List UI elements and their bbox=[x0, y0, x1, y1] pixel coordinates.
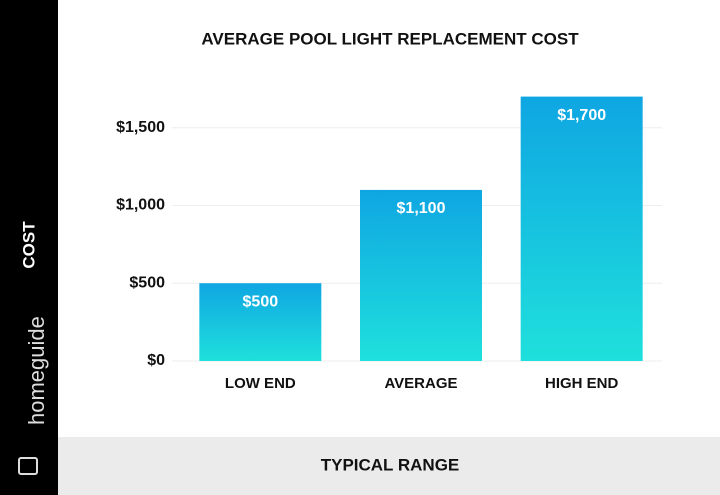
x-tick-label: HIGH END bbox=[545, 375, 619, 392]
y-tick-label: $0 bbox=[147, 352, 165, 369]
x-axis-label: TYPICAL RANGE bbox=[321, 455, 460, 474]
value-label: $1,100 bbox=[397, 200, 446, 217]
bar bbox=[199, 283, 322, 361]
chart-title: AVERAGE POOL LIGHT REPLACEMENT COST bbox=[201, 29, 579, 48]
y-tick-label: $1,000 bbox=[116, 197, 165, 214]
x-tick-label: AVERAGE bbox=[384, 375, 457, 392]
sidebar bbox=[0, 0, 58, 495]
bar bbox=[520, 96, 643, 361]
value-label: $1,700 bbox=[557, 107, 606, 124]
brand: homeguide bbox=[24, 316, 49, 425]
value-label: $500 bbox=[243, 293, 279, 310]
bar bbox=[360, 189, 482, 361]
brand-icon bbox=[18, 457, 38, 475]
x-tick-label: LOW END bbox=[225, 375, 296, 392]
footer-bar bbox=[58, 437, 720, 495]
y-tick-label: $1,500 bbox=[116, 119, 165, 136]
y-axis-label: COST bbox=[19, 221, 38, 269]
y-tick-label: $500 bbox=[129, 274, 165, 291]
